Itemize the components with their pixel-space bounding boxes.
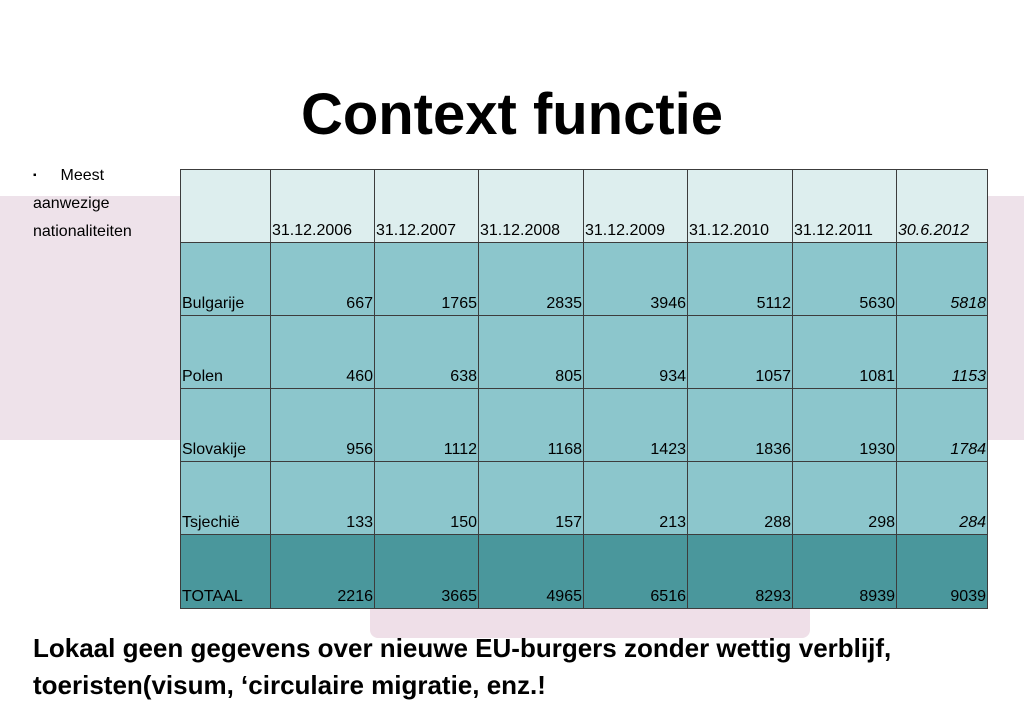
table-cell: 1930 <box>792 388 897 462</box>
table-cell: 150 <box>374 461 479 535</box>
table-cell: 805 <box>478 315 584 389</box>
table-cell: 9039 <box>896 534 988 609</box>
table-cell: 288 <box>687 461 793 535</box>
header-cell: 31.12.2009 <box>583 169 688 243</box>
table-cell: 8939 <box>792 534 897 609</box>
table-row: Polen 460 638 805 934 1057 1081 1153 <box>180 315 988 389</box>
side-note: ▪ Meest aanwezige nationaliteiten <box>33 162 173 246</box>
table-cell: 1112 <box>374 388 479 462</box>
header-cell: 31.12.2007 <box>374 169 479 243</box>
table-cell: 1784 <box>896 388 988 462</box>
table-cell: 157 <box>478 461 584 535</box>
table-cell: 3665 <box>374 534 479 609</box>
table-cell: 298 <box>792 461 897 535</box>
header-cell: 31.12.2010 <box>687 169 793 243</box>
table-cell: 1423 <box>583 388 688 462</box>
table-row: Slovakije 956 1112 1168 1423 1836 1930 1… <box>180 388 988 462</box>
header-cell: 31.12.2011 <box>792 169 897 243</box>
table-cell: 1153 <box>896 315 988 389</box>
table-cell: 638 <box>374 315 479 389</box>
table-cell: 3946 <box>583 242 688 316</box>
table-cell: 213 <box>583 461 688 535</box>
header-cell: 31.12.2006 <box>270 169 375 243</box>
table-cell: 284 <box>896 461 988 535</box>
table-cell: 6516 <box>583 534 688 609</box>
nationalities-table: 31.12.2006 31.12.2007 31.12.2008 31.12.2… <box>180 169 988 609</box>
table-cell: 5630 <box>792 242 897 316</box>
table-total-row: TOTAAL 2216 3665 4965 6516 8293 8939 903… <box>180 534 988 609</box>
footer-note: Lokaal geen gegevens over nieuwe EU-burg… <box>33 633 892 700</box>
table-cell: 4965 <box>478 534 584 609</box>
table-cell: 1081 <box>792 315 897 389</box>
table-cell: 1836 <box>687 388 793 462</box>
table-cell: 460 <box>270 315 375 389</box>
table-cell: 5818 <box>896 242 988 316</box>
table-cell: 1168 <box>478 388 584 462</box>
header-cell <box>180 169 271 243</box>
side-note-first-line: ▪ Meest <box>33 162 173 190</box>
table-cell: 5112 <box>687 242 793 316</box>
row-label: TOTAAL <box>180 534 271 609</box>
table-row: Bulgarije 667 1765 2835 3946 5112 5630 5… <box>180 242 988 316</box>
side-note-line-3: nationaliteiten <box>33 223 132 240</box>
bullet-icon: ▪ <box>33 170 37 181</box>
table-cell: 956 <box>270 388 375 462</box>
table-cell: 667 <box>270 242 375 316</box>
table-row: Tsjechië 133 150 157 213 288 298 284 <box>180 461 988 535</box>
table-cell: 2835 <box>478 242 584 316</box>
table-cell: 934 <box>583 315 688 389</box>
side-note-line-1: Meest <box>60 167 105 184</box>
header-cell: 31.12.2008 <box>478 169 584 243</box>
table-cell: 1765 <box>374 242 479 316</box>
table-header-row: 31.12.2006 31.12.2007 31.12.2008 31.12.2… <box>180 169 988 243</box>
table-cell: 1057 <box>687 315 793 389</box>
table-cell: 8293 <box>687 534 793 609</box>
row-label: Tsjechië <box>180 461 271 535</box>
header-cell: 30.6.2012 <box>896 169 988 243</box>
side-note-line-2: aanwezige <box>33 195 110 212</box>
table-cell: 2216 <box>270 534 375 609</box>
slide-title: Context functie <box>300 82 724 147</box>
table-cell: 133 <box>270 461 375 535</box>
row-label: Polen <box>180 315 271 389</box>
row-label: Bulgarije <box>180 242 271 316</box>
row-label: Slovakije <box>180 388 271 462</box>
